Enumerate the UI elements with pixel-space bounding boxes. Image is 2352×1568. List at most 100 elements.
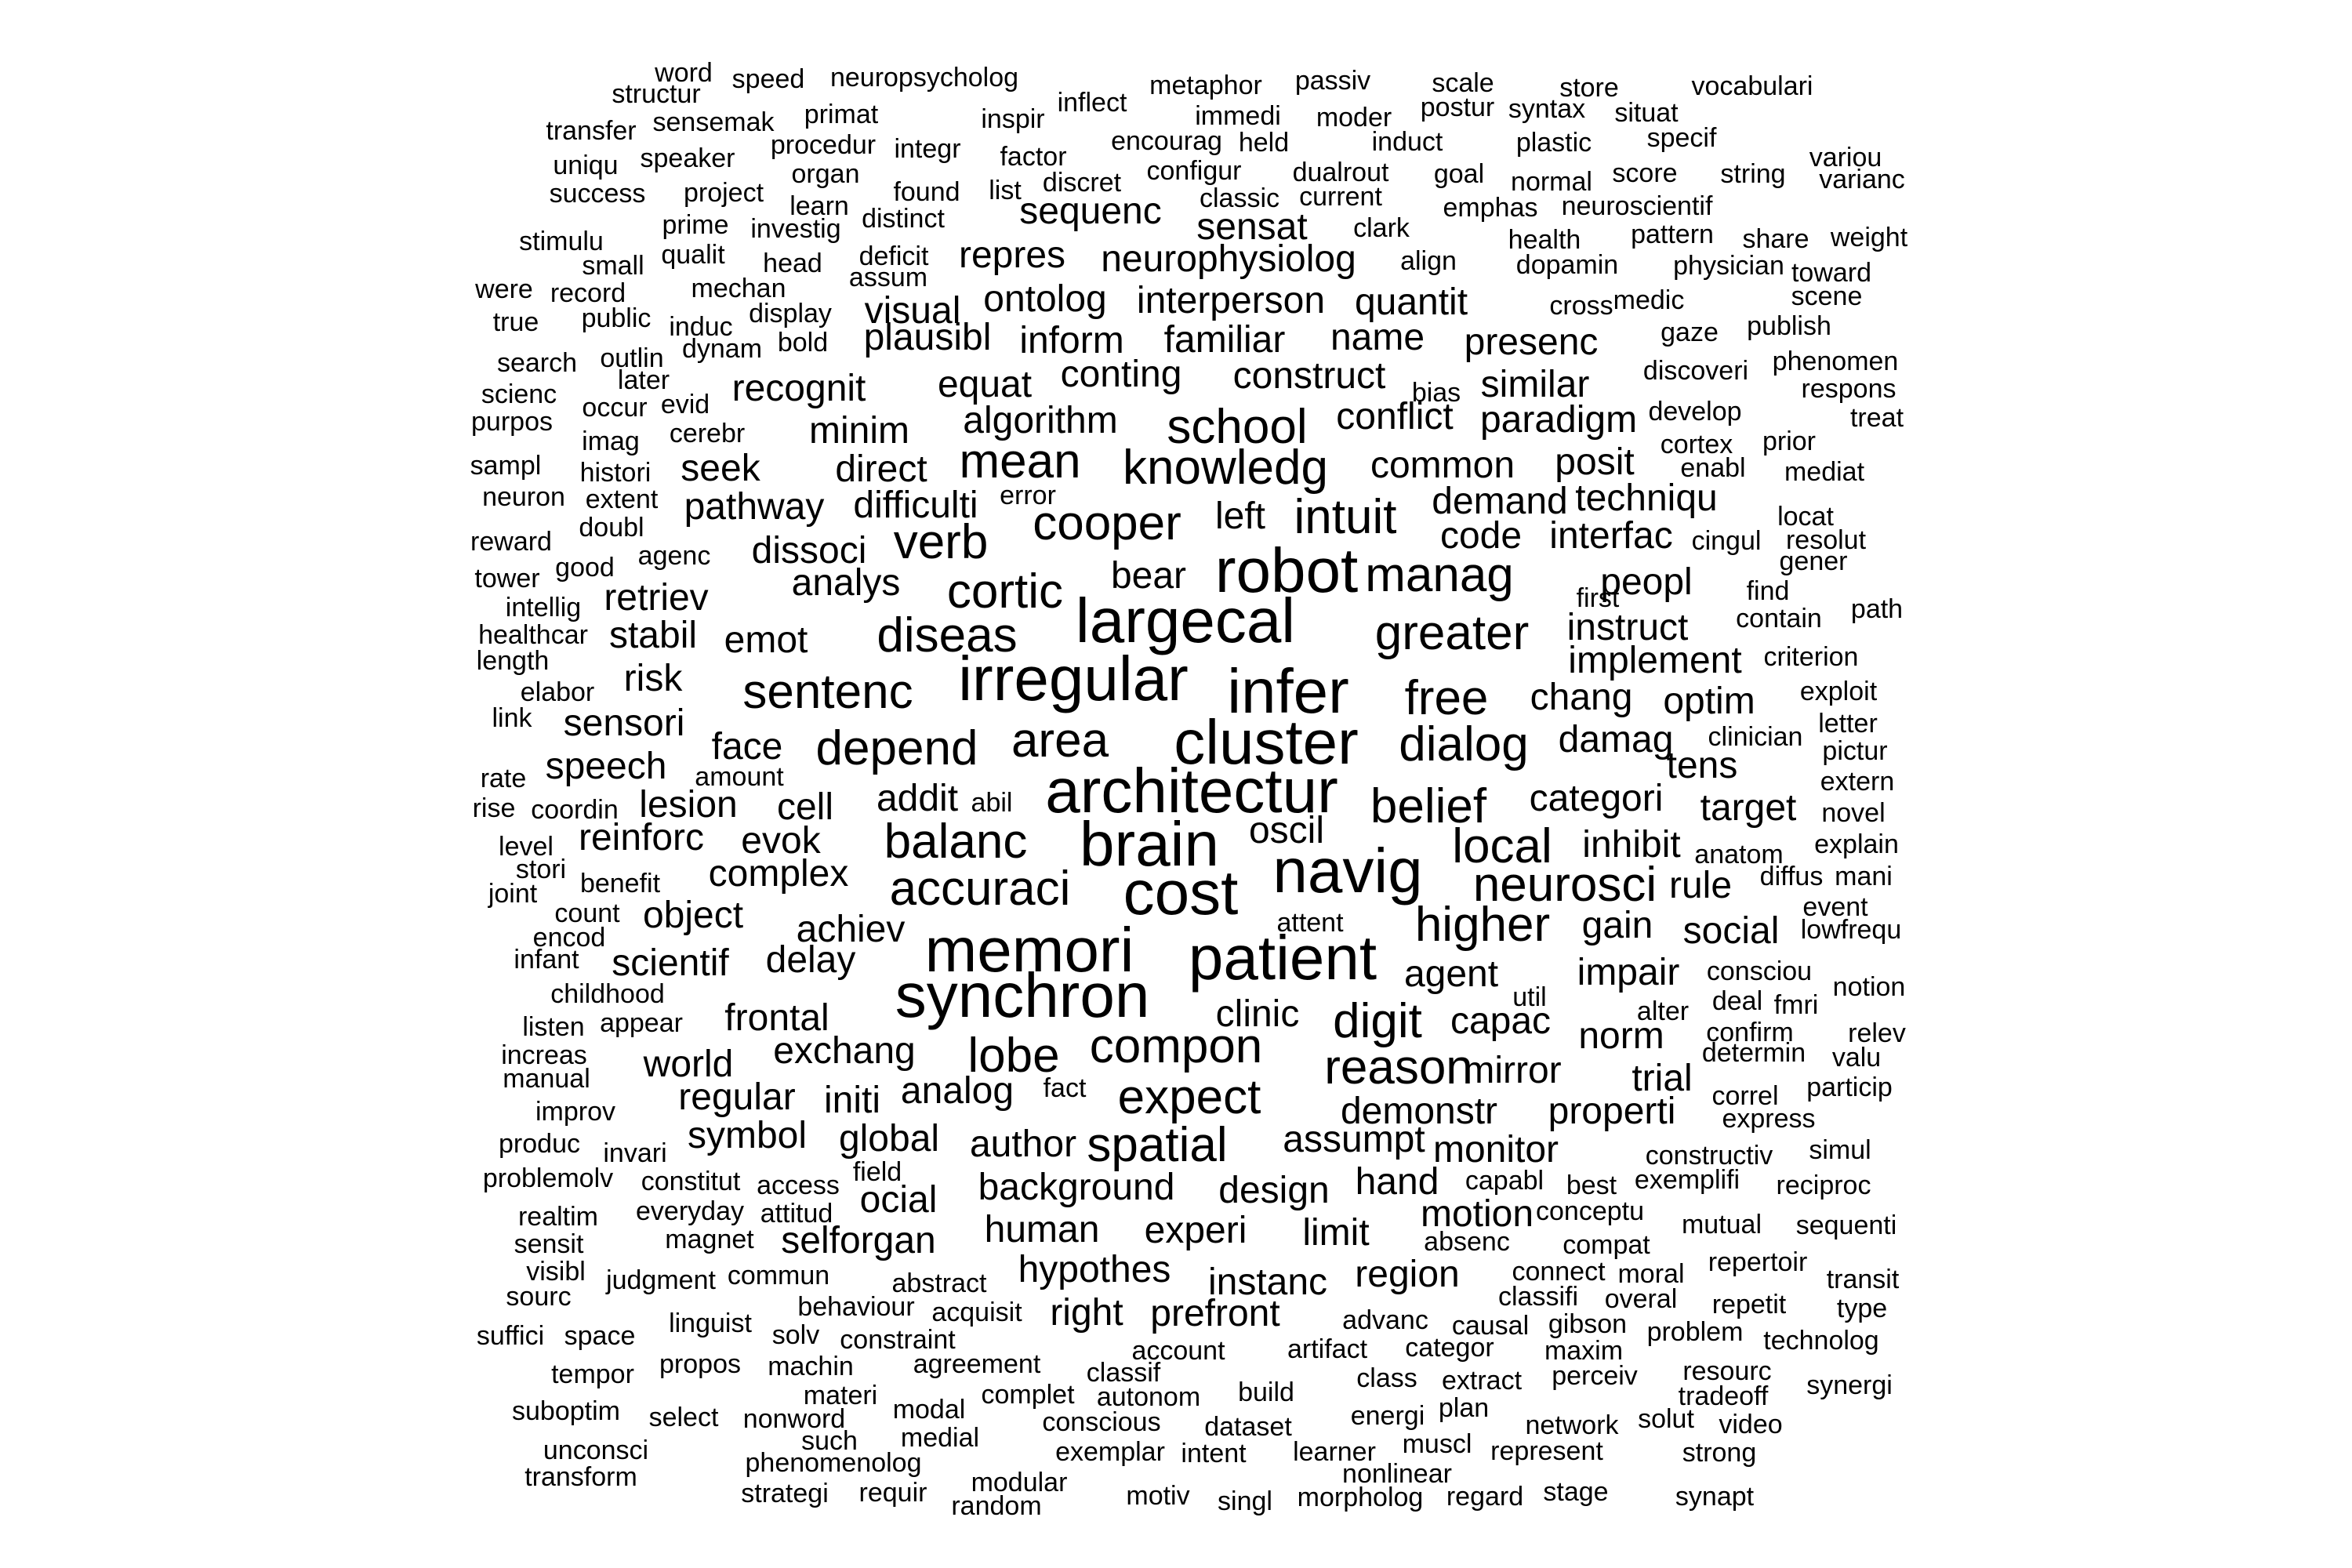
cloud-word: infer [1227, 656, 1349, 726]
cloud-word: evid [660, 390, 710, 419]
cloud-word: manag [1365, 548, 1514, 602]
cloud-word: scene [1791, 281, 1863, 311]
cloud-word: physician [1673, 251, 1784, 281]
cloud-word: strategi [741, 1479, 829, 1508]
cloud-word: procedur [770, 130, 877, 160]
cloud-word: dopamin [1515, 250, 1619, 280]
cloud-word: classifi [1497, 1282, 1579, 1312]
cloud-word: cingul [1691, 526, 1762, 556]
cloud-word: consciou [1706, 956, 1813, 986]
cloud-word: cooper [1033, 496, 1181, 550]
cloud-word: plan [1438, 1393, 1490, 1423]
cloud-word: medial [900, 1423, 980, 1453]
cloud-word: extern [1820, 767, 1895, 797]
cloud-word: respons [1801, 374, 1896, 404]
cloud-word: primat [804, 100, 879, 129]
cloud-word: plastic [1515, 128, 1592, 158]
cloud-word: first [1576, 583, 1620, 613]
cloud-word: selforgan [781, 1220, 936, 1261]
cloud-word: phenomenolog [745, 1448, 922, 1478]
cloud-word: dataset [1204, 1412, 1292, 1442]
cloud-word: analys [791, 562, 901, 604]
cloud-word: local [1452, 819, 1552, 873]
cloud-word: expect [1117, 1070, 1261, 1124]
cloud-word: deficit [858, 241, 929, 271]
cloud-word: chang [1530, 677, 1633, 718]
cloud-word: determin [1701, 1038, 1806, 1068]
cloud-word: passiv [1294, 66, 1371, 96]
cloud-word: reciproc [1776, 1171, 1871, 1200]
cloud-word: relev [1848, 1018, 1906, 1048]
cloud-word: vocabulari [1691, 71, 1813, 101]
cloud-word: evok [741, 820, 821, 862]
cloud-word: visual [864, 290, 961, 332]
cloud-word: locat [1777, 502, 1834, 532]
cloud-word: head [763, 249, 822, 278]
cloud-word: suboptim [512, 1396, 620, 1426]
cloud-word: scale [1432, 68, 1494, 98]
cloud-word: particip [1806, 1073, 1893, 1102]
cloud-word: region [1355, 1254, 1460, 1295]
cloud-word: random [951, 1491, 1042, 1521]
cloud-word: list [989, 176, 1022, 205]
cloud-word: letter [1818, 709, 1878, 739]
cloud-word: tower [474, 564, 540, 593]
cloud-word: error [1000, 481, 1056, 510]
cloud-word: strong [1682, 1438, 1757, 1468]
cloud-word: clinic [1215, 993, 1300, 1035]
cloud-word: prefront [1150, 1293, 1280, 1334]
cloud-word: agreement [913, 1349, 1041, 1379]
cloud-word: materi [803, 1381, 878, 1410]
cloud-word: delay [765, 939, 856, 981]
cloud-word: pictur [1822, 736, 1888, 766]
cloud-word: conceptu [1536, 1196, 1644, 1226]
cloud-word: transit [1826, 1265, 1900, 1294]
cloud-word: mani [1835, 862, 1893, 891]
cloud-word: author [969, 1123, 1077, 1165]
cloud-word: bias [1411, 378, 1461, 408]
cloud-word: nonlinear [1342, 1459, 1452, 1489]
cloud-word: situat [1614, 98, 1679, 128]
cloud-word: attent [1276, 908, 1344, 938]
cloud-word: length [476, 646, 550, 676]
cloud-word: diffus [1759, 862, 1824, 891]
cloud-word: machin [768, 1352, 854, 1381]
cloud-word: unconsci [543, 1436, 649, 1465]
cloud-word: true [492, 307, 539, 337]
cloud-word: advanc [1342, 1305, 1428, 1335]
cloud-word: network [1525, 1410, 1619, 1440]
cloud-word: clinician [1708, 722, 1803, 752]
cloud-word: propos [659, 1349, 741, 1379]
cloud-word: regard [1446, 1482, 1524, 1512]
cloud-word: bear [1110, 555, 1187, 597]
cloud-word: space [564, 1321, 636, 1351]
cloud-word: qualit [661, 240, 725, 270]
cloud-word: manual [503, 1064, 590, 1094]
cloud-word: demand [1432, 481, 1568, 522]
cloud-word: initi [823, 1080, 881, 1121]
cloud-word: intuit [1294, 490, 1397, 544]
cloud-word: amount [695, 762, 784, 792]
cloud-word: modal [892, 1395, 966, 1425]
cloud-word: variou [1809, 143, 1882, 172]
cloud-word: dissoci [751, 530, 867, 572]
cloud-word: common [1370, 445, 1515, 486]
cloud-word: event [1802, 892, 1868, 922]
cloud-word: instruct [1566, 607, 1689, 648]
cloud-word: project [683, 178, 764, 208]
cloud-word: small [582, 251, 644, 281]
cloud-word: energi [1350, 1401, 1425, 1431]
cloud-word: health [1508, 225, 1581, 255]
cloud-word: similar [1480, 364, 1590, 405]
cloud-word: modular [971, 1468, 1068, 1497]
cloud-word: fmri [1773, 990, 1819, 1020]
cloud-word: learn [789, 191, 849, 221]
cloud-word: addit [876, 778, 959, 819]
cloud-word: inflect [1057, 88, 1127, 118]
cloud-word: visibl [526, 1257, 586, 1287]
cloud-word: rate [480, 764, 527, 793]
cloud-word: held [1238, 128, 1290, 158]
cloud-word: account [1131, 1336, 1225, 1366]
cloud-word: store [1559, 73, 1619, 103]
